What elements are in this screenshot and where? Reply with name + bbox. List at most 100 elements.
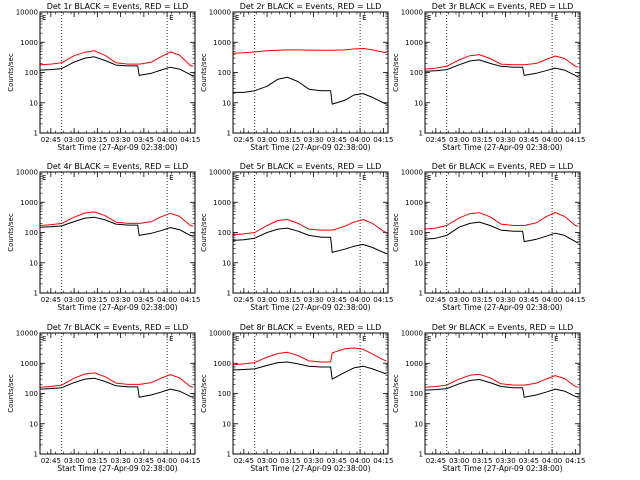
x-tick-label: 03:45: [519, 457, 539, 465]
x-tick-label: 03:45: [519, 296, 539, 304]
y-tick-label: 10: [29, 259, 38, 267]
y-tick-label: 100: [25, 229, 38, 237]
x-tick-label: 03:45: [134, 457, 154, 465]
y-tick-label: 10000: [401, 169, 423, 177]
y-axis-label: Counts/sec: [200, 213, 208, 252]
x-tick-label: 04:00: [542, 296, 562, 304]
y-axis-label: Counts/sec: [392, 53, 400, 92]
marker-label: E: [42, 174, 46, 182]
y-tick-label: 1000: [405, 360, 423, 368]
x-tick-label: 03:00: [64, 296, 84, 304]
x-tick-label: 03:15: [280, 296, 300, 304]
x-tick-label: 02:45: [41, 296, 61, 304]
x-tick-label: 02:45: [234, 457, 254, 465]
marker-label: E: [169, 174, 173, 182]
x-axis-label: Start Time (27-Apr-09 02:38:00): [442, 143, 562, 152]
x-tick-label: 03:30: [496, 457, 516, 465]
chart-title: Det 3r BLACK = Events, RED = LLD: [432, 2, 574, 11]
chart-title: Det 1r BLACK = Events, RED = LLD: [47, 2, 189, 11]
y-tick-label: 10000: [209, 330, 231, 338]
x-axis-label: Start Time (27-Apr-09 02:38:00): [250, 303, 370, 312]
series-line-lld: [424, 373, 579, 388]
x-tick-label: 03:45: [134, 136, 154, 144]
chart-title: Det 5r BLACK = Events, RED = LLD: [240, 162, 382, 171]
y-tick-label: 10000: [401, 330, 423, 338]
x-tick-label: 04:15: [373, 296, 393, 304]
x-tick-label: 03:15: [280, 136, 300, 144]
y-tick-label: 100: [218, 229, 231, 237]
x-axis-label: Start Time (27-Apr-09 02:38:00): [250, 143, 370, 152]
x-tick-label: 02:45: [426, 296, 446, 304]
marker-label: E: [427, 335, 431, 343]
x-tick-label: 03:00: [449, 296, 469, 304]
x-tick-label: 03:45: [519, 136, 539, 144]
x-tick-label: 04:00: [350, 457, 370, 465]
marker-label: E: [169, 14, 173, 22]
x-axis-label: Start Time (27-Apr-09 02:38:00): [57, 143, 177, 152]
y-tick-label: 1: [227, 290, 231, 298]
plot-frame: [39, 332, 196, 455]
y-tick-label: 1000: [20, 199, 38, 207]
x-tick-label: 04:00: [350, 136, 370, 144]
x-tick-label: 04:15: [373, 457, 393, 465]
y-tick-label: 1000: [213, 360, 231, 368]
x-tick-label: 04:15: [180, 457, 200, 465]
x-tick-label: 03:15: [87, 136, 107, 144]
series-line-events: [424, 379, 579, 398]
y-tick-label: 1: [34, 130, 38, 138]
x-tick-label: 04:15: [565, 136, 585, 144]
x-tick-label: 03:45: [327, 457, 347, 465]
marker-label: E: [554, 174, 558, 182]
series-line-events: [39, 56, 194, 77]
chart-title: Det 8r BLACK = Events, RED = LLD: [240, 323, 382, 332]
marker-label: E: [42, 14, 46, 22]
y-tick-label: 100: [25, 69, 38, 77]
y-tick-label: 100: [410, 390, 423, 398]
x-tick-label: 03:30: [304, 136, 324, 144]
x-tick-label: 04:15: [180, 136, 200, 144]
y-tick-label: 10: [222, 99, 231, 107]
y-tick-label: 10000: [209, 9, 231, 17]
marker-label: E: [427, 14, 431, 22]
y-tick-label: 1: [227, 451, 231, 459]
y-tick-label: 1: [419, 451, 423, 459]
plot-frame: [424, 171, 581, 294]
series-line-lld: [39, 211, 194, 227]
y-tick-label: 1: [34, 451, 38, 459]
series-line-lld: [424, 54, 579, 70]
x-tick-label: 03:00: [257, 457, 277, 465]
x-tick-label: 03:15: [472, 296, 492, 304]
plot-frame: [424, 332, 581, 455]
x-tick-label: 03:45: [327, 296, 347, 304]
x-tick-label: 03:00: [449, 136, 469, 144]
series-line-lld: [39, 372, 194, 388]
x-axis-label: Start Time (27-Apr-09 02:38:00): [250, 464, 370, 473]
y-tick-label: 10000: [16, 330, 38, 338]
x-tick-label: 03:45: [327, 136, 347, 144]
marker-label: E: [235, 335, 239, 343]
x-tick-label: 03:30: [111, 136, 131, 144]
series-line-events: [424, 59, 579, 78]
x-tick-label: 03:00: [257, 136, 277, 144]
x-tick-label: 04:15: [565, 457, 585, 465]
series-line-lld: [39, 50, 194, 67]
plot-frame: [232, 171, 389, 294]
series-line-lld: [232, 219, 387, 236]
marker-label: E: [362, 335, 366, 343]
plot-frame: [39, 11, 196, 134]
x-tick-label: 03:00: [64, 136, 84, 144]
chart-title: Det 4r BLACK = Events, RED = LLD: [47, 162, 189, 171]
y-tick-label: 10: [414, 420, 423, 428]
x-tick-label: 04:15: [565, 296, 585, 304]
marker-label: E: [554, 14, 558, 22]
x-tick-label: 04:00: [157, 136, 177, 144]
x-tick-label: 03:00: [449, 457, 469, 465]
x-tick-label: 03:45: [134, 296, 154, 304]
x-tick-label: 03:15: [472, 457, 492, 465]
